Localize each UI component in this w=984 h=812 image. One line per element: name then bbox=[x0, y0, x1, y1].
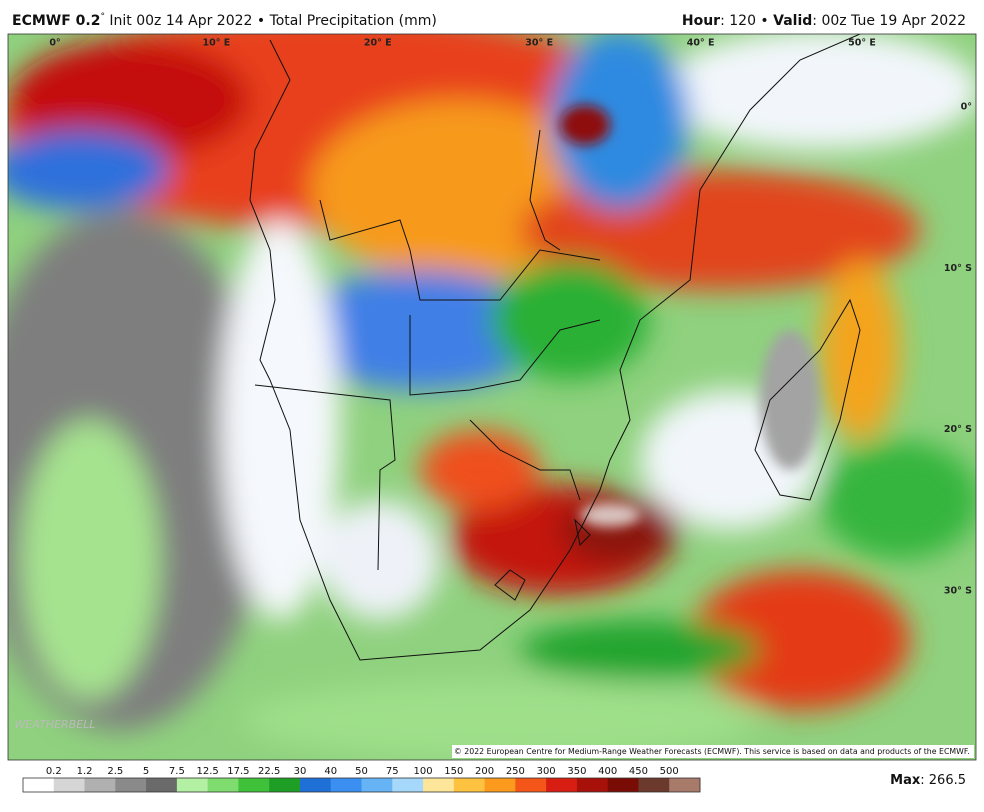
colorbar-swatch bbox=[207, 778, 239, 792]
colorbar-label: 150 bbox=[444, 766, 463, 777]
longitude-labels: 0° 10° E 20° E 30° E 40° E 50° E bbox=[49, 38, 876, 49]
max: Max: 266.5 bbox=[890, 773, 966, 788]
latitude-label: 20° S bbox=[944, 424, 972, 435]
colorbar-swatch bbox=[607, 778, 639, 792]
colorbar-swatch bbox=[84, 778, 116, 792]
max-label: Max bbox=[890, 773, 921, 788]
longitude-label: 20° E bbox=[364, 38, 392, 49]
colorbar-swatch bbox=[576, 778, 609, 792]
colorbar-label: 1.2 bbox=[77, 766, 93, 777]
colorbar-label: 7.5 bbox=[169, 766, 185, 777]
valid-label: Valid bbox=[773, 13, 812, 29]
latitude-label: 0° bbox=[961, 102, 972, 113]
colorbar-swatch bbox=[361, 778, 393, 792]
copyright-box bbox=[452, 745, 974, 758]
borders bbox=[249, 34, 861, 661]
colorbar-label: 350 bbox=[567, 766, 586, 777]
colorbar-swatch bbox=[330, 778, 362, 792]
model: ECMWF 0.2 bbox=[12, 13, 100, 29]
colorbar-swatch bbox=[546, 778, 578, 792]
colorbar-swatch bbox=[146, 778, 178, 792]
watermark: WEATHERBELL bbox=[15, 718, 96, 731]
colorbar-label: 250 bbox=[506, 766, 525, 777]
longitude-label: 50° E bbox=[848, 38, 876, 49]
colorbar-swatch bbox=[238, 778, 270, 792]
colorbar-label: 5 bbox=[143, 766, 149, 777]
colorbar-label: 40 bbox=[324, 766, 337, 777]
copyright: © 2022 European Centre for Medium-Range … bbox=[454, 747, 970, 756]
colorbar-swatch bbox=[453, 778, 486, 792]
colorbar-swatch bbox=[423, 778, 455, 792]
colorbar-label: 200 bbox=[475, 766, 494, 777]
colorbar-swatch bbox=[515, 778, 547, 792]
colorbar-label: 22.5 bbox=[258, 766, 280, 777]
colorbar-swatch bbox=[53, 778, 86, 792]
colorbar-swatch bbox=[392, 778, 424, 792]
colorbar-label: 30 bbox=[294, 766, 307, 777]
colorbar-swatch bbox=[638, 778, 670, 792]
hour-value: : 120 • bbox=[720, 13, 773, 29]
title: ECMWF 0.2° Init 00z 14 Apr 2022 • Total … bbox=[12, 12, 437, 30]
longitude-label: 0° bbox=[49, 38, 60, 49]
max-value: : 266.5 bbox=[920, 773, 966, 788]
run: Init 00z 14 Apr 2022 • Total Precipitati… bbox=[105, 13, 437, 29]
latitude-labels: 0° 10° S 20° S 30° S bbox=[944, 102, 972, 597]
valid-value: : 00z Tue 19 Apr 2022 bbox=[812, 13, 966, 29]
hour-label: Hour bbox=[682, 13, 720, 29]
colorbar-swatch bbox=[669, 778, 701, 792]
map-frame bbox=[7, 33, 977, 761]
colorbar-label: 450 bbox=[629, 766, 648, 777]
colorbar: 0.2 1.2 2.5 5 7.5 12.5 17.5 22.5 30 40 50 75 100 150 2… bbox=[22, 766, 701, 793]
colorbar-swatch bbox=[299, 778, 332, 792]
colorbar-swatch bbox=[269, 778, 301, 792]
longitude-label: 10° E bbox=[203, 38, 231, 49]
longitude-label: 40° E bbox=[687, 38, 715, 49]
colorbar-label: 2.5 bbox=[107, 766, 123, 777]
colorbar-label: 500 bbox=[660, 766, 679, 777]
longitude-label: 30° E bbox=[525, 38, 553, 49]
colorbar-swatch bbox=[176, 778, 209, 792]
map: WEATHERBELL bbox=[8, 34, 976, 760]
colorbar-swatch bbox=[115, 778, 147, 792]
latitude-label: 10° S bbox=[944, 263, 972, 274]
colorbar-swatch bbox=[23, 778, 55, 792]
colorbar-swatch bbox=[484, 778, 516, 792]
colorbar-label: 75 bbox=[386, 766, 399, 777]
colorbar-label: 400 bbox=[598, 766, 617, 777]
colorbar-label: 17.5 bbox=[227, 766, 249, 777]
colorbar-label: 300 bbox=[537, 766, 556, 777]
valid-time: Hour: 120 • Valid: 00z Tue 19 Apr 2022 bbox=[682, 13, 966, 29]
latitude-label: 30° S bbox=[944, 585, 972, 596]
colorbar-frame bbox=[22, 777, 701, 793]
colorbar-label: 50 bbox=[355, 766, 368, 777]
colorbar-label: 0.2 bbox=[46, 766, 62, 777]
degree: ° bbox=[100, 12, 105, 22]
colorbar-label: 12.5 bbox=[197, 766, 219, 777]
colorbar-label: 100 bbox=[413, 766, 432, 777]
